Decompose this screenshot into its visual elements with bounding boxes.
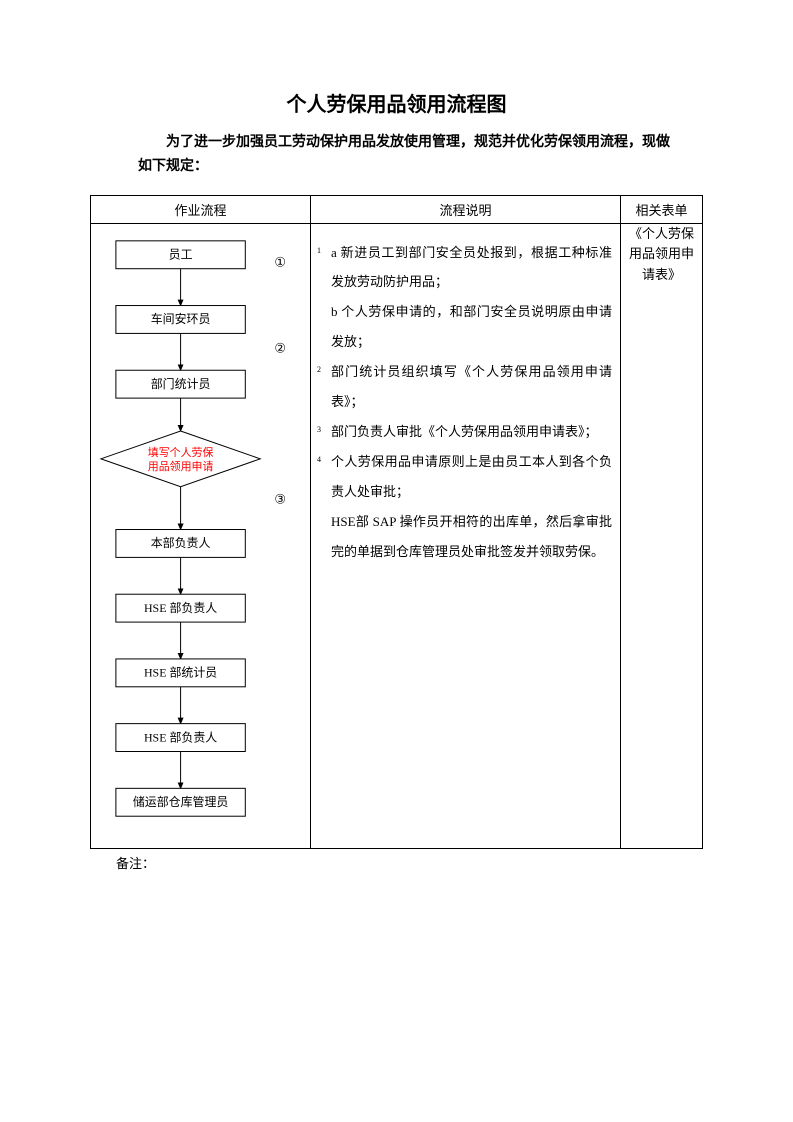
flowchart-cell: 员工车间安环员部门统计员填写个人劳保用品领用申请本部负责人 HSE 部负责人 HSE…	[91, 223, 311, 848]
flow-node-label: 本部负责人	[151, 535, 211, 550]
desc-item-text: b 个人劳保申请的，和部门安全员说明原由申请发放；	[331, 304, 612, 349]
desc-item-number: 1	[317, 242, 321, 260]
flow-step-marker: ②	[274, 340, 286, 355]
header-flow: 作业流程	[91, 195, 311, 223]
desc-item-text: 部门统计员组织填写《个人劳保用品领用申请表》；	[331, 364, 612, 409]
flow-step-marker: ③	[274, 491, 286, 506]
desc-item-text: 个人劳保用品申请原则上是由员工本人到各个负责人处审批；	[331, 454, 612, 499]
flow-node-label: HSE 部统计员	[144, 664, 217, 679]
intro-text: 为了进一步加强员工劳动保护用品发放使用管理，规范并优化劳保领用流程，现做如下规定…	[90, 131, 703, 179]
flow-decision-label: 填写个人劳保	[148, 444, 214, 458]
flow-node-label: 车间安环员	[151, 311, 211, 326]
main-table: 作业流程 流程说明 相关表单 员工车间安环员部门统计员填写个人劳保用品领用申请本…	[90, 195, 703, 849]
desc-item-number: 4	[317, 451, 321, 469]
desc-item-text: HSE部 SAP 操作员开相符的出库单，然后拿审批完的单据到仓库管理员处审批签发…	[331, 514, 612, 559]
flowchart-svg: 员工车间安环员部门统计员填写个人劳保用品领用申请本部负责人 HSE 部负责人 HSE…	[91, 224, 310, 843]
header-form: 相关表单	[621, 195, 703, 223]
flow-node-label: 员工	[169, 247, 193, 261]
flow-node-label: 部门统计员	[151, 376, 211, 391]
page-title: 个人劳保用品领用流程图	[90, 88, 703, 117]
flow-node-label: HSE 部负责人	[144, 729, 217, 744]
description-cell: 1 a 新进员工到部门安全员处报到，根据工种标准发放劳动防护用品； b 个人劳保申请…	[311, 223, 621, 848]
desc-item: HSE部 SAP 操作员开相符的出库单，然后拿审批完的单据到仓库管理员处审批签发…	[319, 507, 612, 567]
desc-item: 4 个人劳保用品申请原则上是由员工本人到各个负责人处审批；	[319, 447, 612, 507]
form-cell: 《个人劳保用品领用申请表》	[621, 223, 703, 848]
desc-item-text: 部门负责人审批《个人劳保用品领用申请表》；	[331, 424, 598, 439]
flow-decision-label: 用品领用申请	[148, 459, 214, 472]
desc-item: 2 部门统计员组织填写《个人劳保用品领用申请表》；	[319, 357, 612, 417]
header-desc: 流程说明	[311, 195, 621, 223]
footnote: 备注：	[90, 853, 703, 872]
desc-item-number: 2	[317, 361, 321, 379]
desc-item: 3 部门负责人审批《个人劳保用品领用申请表》；	[319, 417, 612, 447]
flow-step-marker: ①	[274, 254, 286, 269]
desc-item: 1 a 新进员工到部门安全员处报到，根据工种标准发放劳动防护用品；	[319, 238, 612, 298]
flow-node-label: 储运部仓库管理员	[133, 794, 229, 809]
desc-item: b 个人劳保申请的，和部门安全员说明原由申请发放；	[319, 297, 612, 357]
desc-item-number: 3	[317, 421, 321, 439]
desc-item-text: a 新进员工到部门安全员处报到，根据工种标准发放劳动防护用品；	[331, 245, 612, 290]
flow-node-label: HSE 部负责人	[144, 599, 217, 614]
